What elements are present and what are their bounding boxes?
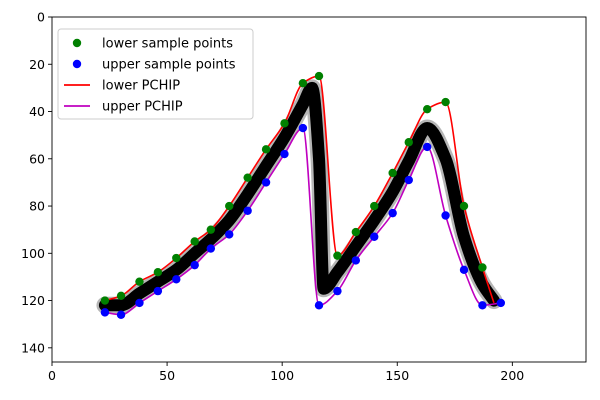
series-0-point-19: [441, 97, 450, 107]
series-1-point-5: [190, 260, 199, 270]
series-0-point-3: [153, 268, 163, 277]
series-1-point-16: [388, 208, 397, 218]
series-0-point-5: [190, 237, 199, 246]
series-0-point-0: [100, 296, 110, 305]
legend-label-3: upper PCHIP: [102, 100, 183, 115]
series-1-point-19: [441, 211, 450, 220]
series-1-point-13: [333, 286, 342, 296]
handwriting-stroke: [96, 79, 503, 314]
series-1-point-12: [314, 301, 324, 310]
legend: lower sample points upper sample points lo…: [57, 28, 254, 120]
series-1-point-17: [404, 175, 413, 185]
legend-marker-1: [72, 59, 82, 69]
sample-points: [100, 71, 506, 319]
series-1-point-22: [496, 298, 506, 308]
series-0-point-1: [116, 291, 126, 301]
y-tick-label-1: 20: [29, 57, 45, 72]
series-0-point-17: [404, 138, 413, 147]
series-1-point-2: [135, 298, 144, 308]
legend-box: [57, 28, 254, 120]
series-1-point-3: [153, 286, 163, 296]
series-1-point-14: [351, 256, 361, 265]
series-0-point-14: [351, 227, 361, 237]
x-tick-label-2: 100: [270, 368, 294, 383]
x-tick-label-1: 50: [159, 368, 175, 383]
series-1-point-8: [243, 206, 252, 215]
series-0-point-13: [333, 251, 342, 260]
series-1-point-21: [478, 301, 487, 310]
series-1-point-6: [206, 244, 216, 253]
series-0-point-4: [172, 253, 181, 263]
series-0-point-7: [225, 201, 234, 211]
series-0-point-21: [478, 263, 487, 272]
axes-frame: [51, 16, 587, 363]
x-tick-label-0: 0: [48, 368, 56, 383]
x-tick-label-4: 200: [500, 368, 524, 383]
y-tick-label-0: 0: [37, 10, 45, 25]
series-1-point-20: [459, 265, 469, 275]
series-0-point-10: [280, 119, 289, 128]
series-1-point-9: [261, 178, 271, 187]
series-0-point-6: [206, 225, 216, 234]
y-tick-label-4: 80: [29, 199, 45, 214]
series-1-point-11: [298, 123, 308, 133]
series-0-point-15: [370, 201, 379, 211]
series-0-point-12: [314, 71, 324, 81]
legend-label-0: lower sample points: [102, 37, 233, 52]
series-0-point-11: [298, 78, 308, 88]
series-0-point-8: [243, 173, 252, 182]
y-tick-label-5: 100: [21, 246, 45, 261]
axes: 0 50 100 150 200 0 20 40 60 80 100 120 140: [21, 10, 587, 383]
series-1-point-10: [280, 149, 289, 159]
series-0-point-20: [459, 201, 469, 211]
legend-label-1: upper sample points: [102, 58, 236, 73]
series-1-point-4: [172, 275, 181, 284]
y-tick-label-7: 140: [21, 340, 45, 355]
series-1-point-0: [100, 308, 110, 317]
legend-marker-0: [72, 38, 82, 48]
y-tick-label-6: 120: [21, 293, 45, 308]
series-0-point-18: [422, 104, 432, 114]
legend-label-2: lower PCHIP: [102, 79, 180, 94]
y-tick-label-3: 60: [29, 151, 45, 166]
series-0-point-2: [135, 277, 144, 286]
series-0-point-16: [388, 168, 397, 178]
y-tick-label-2: 40: [29, 104, 45, 119]
series-1-point-18: [422, 142, 432, 152]
series-1-point-7: [225, 230, 234, 239]
x-tick-label-3: 150: [385, 368, 409, 383]
series-0-point-9: [261, 145, 271, 154]
series-1-point-15: [370, 232, 379, 241]
stroke-core: [98, 81, 500, 312]
series-1-point-1: [116, 310, 126, 319]
